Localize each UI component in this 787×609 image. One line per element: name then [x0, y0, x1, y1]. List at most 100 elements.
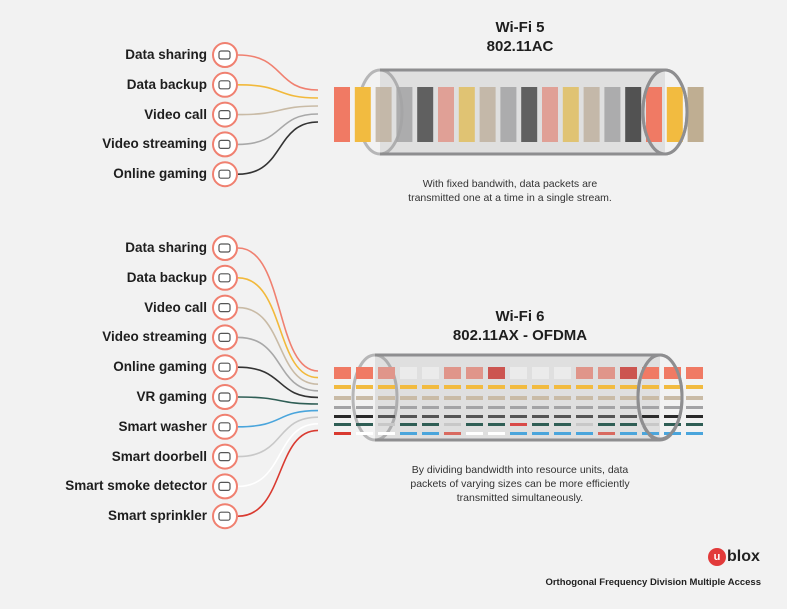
resource-unit [642, 415, 659, 418]
resource-unit [532, 406, 549, 409]
resource-unit [466, 396, 483, 400]
wifi6-tube-edge [636, 353, 684, 441]
resource-unit [554, 406, 571, 409]
video-stream-icon [212, 324, 238, 351]
data-packet [479, 87, 496, 142]
resource-unit [422, 406, 439, 409]
resource-unit [598, 396, 615, 400]
resource-unit [576, 367, 593, 379]
connector-line [237, 113, 319, 146]
resource-unit [378, 415, 395, 418]
connector-line [237, 336, 319, 392]
wifi5-subtitle: 802.11AC [486, 38, 554, 55]
resource-unit [598, 415, 615, 418]
resource-unit [488, 415, 505, 418]
resource-unit [576, 406, 593, 409]
device-label: Data backup [126, 76, 207, 92]
data-packet [646, 87, 662, 142]
resource-unit [510, 406, 527, 409]
resource-unit [488, 367, 505, 379]
data-packet [396, 87, 413, 142]
connector-line [237, 54, 319, 91]
resource-unit [378, 367, 395, 379]
device-label: Video streaming [102, 329, 207, 345]
resource-unit [400, 396, 417, 400]
resource-unit [488, 423, 505, 426]
data-packet [521, 87, 538, 142]
resource-unit [488, 396, 505, 400]
resource-unit [400, 432, 417, 435]
wifi6-caption-line: By dividing bandwidth into resource unit… [411, 464, 629, 476]
data-packet [438, 87, 454, 142]
resource-unit [400, 423, 417, 426]
connector-line [237, 429, 319, 517]
resource-unit [422, 423, 439, 426]
resource-unit [488, 406, 505, 409]
resource-unit [598, 406, 615, 409]
resource-unit [510, 432, 527, 435]
resource-unit [554, 385, 571, 389]
connector-line [237, 277, 319, 379]
resource-unit [686, 406, 703, 409]
resource-unit [686, 432, 703, 435]
resource-unit [598, 423, 615, 426]
resource-unit [642, 406, 659, 409]
resource-unit [422, 367, 439, 379]
resource-unit [356, 423, 373, 426]
wifi5-caption: With fixed bandwith, data packets are tr… [360, 177, 660, 205]
data-packet [334, 87, 350, 142]
resource-unit [356, 385, 373, 389]
resource-unit [620, 406, 637, 409]
data-packet [687, 87, 704, 142]
resource-unit [664, 423, 681, 426]
resource-unit [422, 432, 439, 435]
data-packet [354, 87, 371, 142]
resource-unit [510, 415, 527, 418]
resource-unit [576, 396, 593, 400]
resource-unit [356, 432, 373, 435]
resource-unit [334, 406, 351, 409]
resource-unit [466, 367, 483, 379]
connector-line [237, 409, 319, 428]
resource-unit [444, 423, 461, 426]
device-label: Data sharing [125, 240, 207, 255]
resource-unit [532, 415, 549, 418]
resource-unit [664, 396, 681, 400]
data-packet [666, 87, 683, 142]
logo-mark: u [708, 548, 726, 566]
data-packet [542, 87, 558, 142]
washer-icon [212, 413, 238, 440]
resource-unit [532, 423, 549, 426]
resource-unit [532, 396, 549, 400]
data-packet [417, 87, 434, 142]
resource-unit [444, 367, 461, 379]
resource-unit [598, 432, 615, 435]
wifi5-title-block: Wi-Fi 5 802.11AC [420, 18, 620, 56]
wifi6-caption: By dividing bandwidth into resource unit… [365, 463, 675, 505]
resource-unit [334, 432, 351, 435]
resource-unit [356, 406, 373, 409]
resource-unit [510, 423, 527, 426]
resource-unit [686, 385, 703, 389]
video-camera-icon [212, 101, 238, 128]
resource-unit [466, 385, 483, 389]
resource-unit [576, 385, 593, 389]
wifi6-caption-line: packets of varying sizes can be more eff… [410, 478, 630, 490]
data-packet [500, 87, 517, 142]
resource-unit [400, 385, 417, 389]
resource-unit [686, 396, 703, 400]
device-label: Data sharing [125, 47, 207, 62]
gamepad-icon [212, 161, 238, 188]
connector-line [237, 306, 319, 385]
resource-unit [466, 432, 483, 435]
resource-unit [576, 432, 593, 435]
resource-unit [642, 367, 659, 379]
resource-unit [620, 385, 637, 389]
vr-headset-icon [212, 384, 238, 410]
connector-line [237, 366, 319, 399]
resource-unit [620, 423, 637, 426]
video-stream-icon [212, 131, 238, 158]
resource-unit [400, 367, 417, 379]
device-label: VR gaming [136, 389, 207, 404]
